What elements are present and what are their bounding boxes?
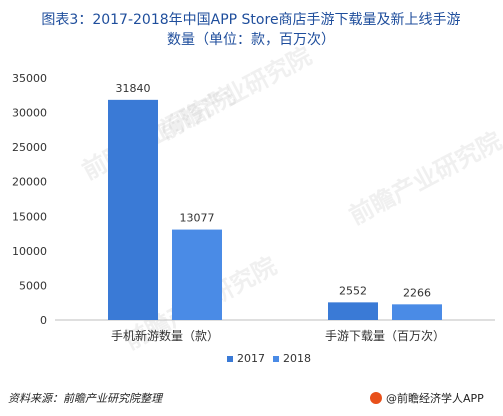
watermark-text: 前瞻产业研究院 <box>345 127 503 231</box>
y-axis: 0 5000 10000 15000 20000 25000 30000 35000 <box>12 72 47 327</box>
category-label-group: 手机新游数量（款） 手游下载量（百万次） <box>111 328 445 343</box>
brand-logo-icon <box>370 392 382 404</box>
data-label-group: 31840 13077 2552 2266 <box>116 82 432 299</box>
bar-2018 <box>392 304 442 320</box>
bar-2017 <box>108 99 158 320</box>
legend-label: 2018 <box>283 352 311 365</box>
bar-2017 <box>328 302 378 320</box>
brand-mark: @前瞻经济学人APP <box>370 391 484 405</box>
legend: 2017 2018 <box>227 352 311 365</box>
x-category-label: 手机新游数量（款） <box>111 328 219 343</box>
chart-title-line-1: 图表3：2017-2018年中国APP Store商店手游下载量及新上线手游 <box>41 12 460 28</box>
data-label: 31840 <box>116 82 151 95</box>
legend-label: 2017 <box>237 352 265 365</box>
y-tick-label: 5000 <box>19 279 47 292</box>
y-tick-label: 35000 <box>12 72 47 85</box>
chart-title-line-2: 数量（单位：款，百万次） <box>167 32 335 48</box>
y-tick-label: 20000 <box>12 176 47 189</box>
watermark-text: 前瞻产业研究院 <box>155 42 316 146</box>
bar-2018 <box>172 229 222 320</box>
brand-text: @前瞻经济学人APP <box>386 391 484 405</box>
y-tick-label: 10000 <box>12 245 47 258</box>
y-tick-label: 30000 <box>12 107 47 120</box>
data-label: 2266 <box>403 286 431 299</box>
legend-swatch <box>273 356 279 362</box>
y-tick-label: 0 <box>40 314 47 327</box>
data-label: 13077 <box>180 212 215 225</box>
y-tick-label: 25000 <box>12 141 47 154</box>
y-tick-label: 15000 <box>12 210 47 223</box>
data-label: 2552 <box>339 284 367 297</box>
x-category-label: 手游下载量（百万次） <box>325 329 445 343</box>
source-note: 资料来源：前瞻产业研究院整理 <box>8 392 164 405</box>
legend-swatch <box>227 356 233 362</box>
bar-series-group <box>108 99 442 320</box>
